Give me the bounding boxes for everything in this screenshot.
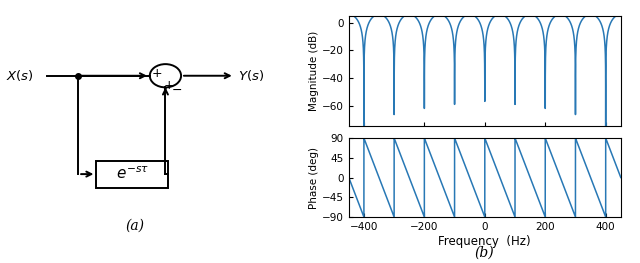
Text: $e^{-s\tau}$: $e^{-s\tau}$ [116, 166, 149, 183]
Text: +: + [152, 67, 163, 80]
Text: $X(s)$: $X(s)$ [6, 68, 34, 83]
X-axis label: Frequency  (Hz): Frequency (Hz) [438, 235, 531, 247]
Text: +: + [163, 79, 174, 92]
Y-axis label: Phase (deg): Phase (deg) [309, 146, 319, 209]
Text: $Y(s)$: $Y(s)$ [237, 68, 264, 83]
Text: $-$: $-$ [171, 83, 182, 96]
Y-axis label: Magnitude (dB): Magnitude (dB) [309, 31, 319, 111]
Text: (b): (b) [475, 245, 494, 260]
Bar [96, 161, 168, 188]
Text: (a): (a) [126, 219, 145, 232]
